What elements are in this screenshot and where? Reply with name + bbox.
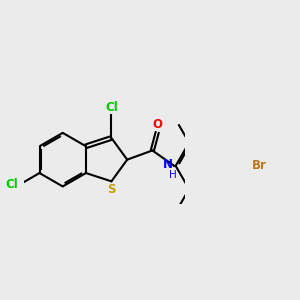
Text: S: S bbox=[107, 183, 116, 196]
Text: Cl: Cl bbox=[105, 100, 118, 114]
Text: O: O bbox=[152, 118, 162, 131]
Text: Br: Br bbox=[252, 159, 267, 172]
Text: H: H bbox=[169, 170, 177, 180]
Text: N: N bbox=[163, 158, 173, 171]
Text: Cl: Cl bbox=[5, 178, 18, 191]
